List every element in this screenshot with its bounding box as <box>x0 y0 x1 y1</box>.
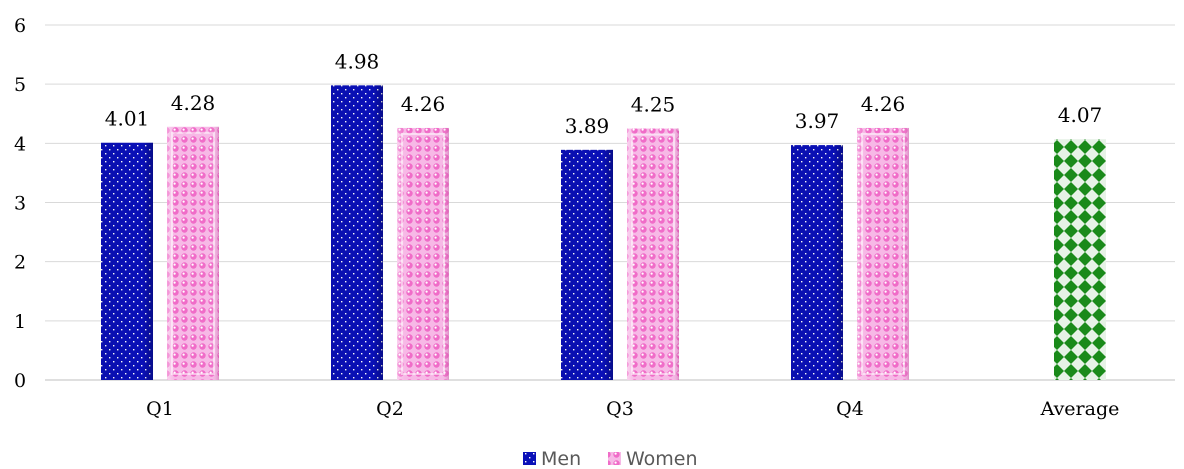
legend-label-men: Men <box>541 448 581 469</box>
bar-shade-women-q2 <box>397 127 449 380</box>
bar-bevel-women-q1 <box>171 131 215 375</box>
data-labels: 4.01 4.28 4.98 4.26 3.89 4.25 3.97 4.26 4.07 <box>105 49 1103 137</box>
x-tick-label-q3: Q3 <box>606 398 634 420</box>
bar-bevel-women-q4 <box>861 132 905 375</box>
data-label-men-q2: 4.98 <box>335 49 380 73</box>
y-tick-label-3: 3 <box>14 193 26 215</box>
data-label-women-q3: 4.25 <box>631 93 676 117</box>
bar-shade-women-q4 <box>857 127 909 380</box>
bar-average-average <box>1054 139 1106 380</box>
bar-shade-men-q4 <box>791 145 843 380</box>
legend-item-women: Women <box>608 448 698 469</box>
bar-shade-men-q3 <box>561 149 613 380</box>
legend-swatch-women <box>608 452 621 465</box>
legend-item-men: Men <box>523 448 581 469</box>
x-tick-label-average: Average <box>1040 398 1120 420</box>
data-label-men-q3: 3.89 <box>565 114 610 138</box>
data-label-women-q1: 4.28 <box>171 91 216 115</box>
y-tick-label-2: 2 <box>14 252 26 274</box>
data-label-average-average: 4.07 <box>1058 103 1103 127</box>
bar-bevel-women-q3 <box>631 133 675 375</box>
y-tick-label-1: 1 <box>14 311 26 333</box>
data-label-women-q2: 4.26 <box>401 92 446 116</box>
data-label-men-q4: 3.97 <box>795 109 840 133</box>
y-tick-label-6: 6 <box>14 15 26 37</box>
x-tick-label-q1: Q1 <box>146 398 174 420</box>
data-label-men-q1: 4.01 <box>105 107 150 131</box>
legend-label-women: Women <box>626 448 698 469</box>
x-axis-ticks: Q1 Q2 Q3 Q4 Average <box>146 398 1119 420</box>
bar-shade-men-q1 <box>101 142 153 380</box>
bar-bevel-women-q2 <box>401 132 445 375</box>
y-axis-ticks: 0 1 2 3 4 5 6 <box>14 15 26 392</box>
y-tick-label-4: 4 <box>14 133 26 155</box>
legend-swatch-men <box>523 452 536 465</box>
bar-shade-women-q3 <box>627 128 679 380</box>
bar-shade-women-q1 <box>167 126 219 381</box>
data-label-women-q4: 4.26 <box>861 92 906 116</box>
x-tick-label-q4: Q4 <box>836 398 864 420</box>
bars <box>101 85 1106 381</box>
bar-shade-men-q2 <box>331 85 383 380</box>
legend: Men Women <box>523 448 698 469</box>
x-tick-label-q2: Q2 <box>376 398 404 420</box>
y-tick-label-0: 0 <box>14 370 26 392</box>
y-tick-label-5: 5 <box>14 74 26 96</box>
